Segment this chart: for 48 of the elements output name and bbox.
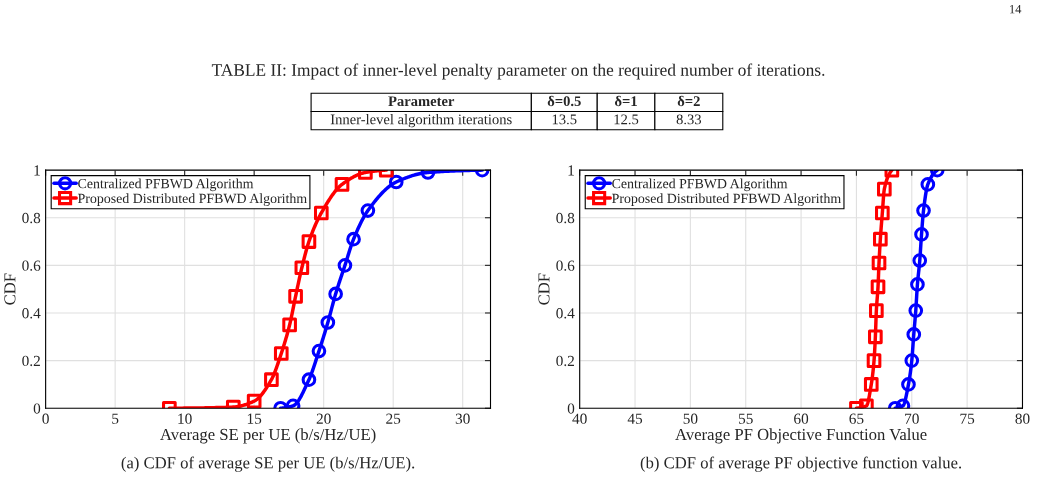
text: 13.5 xyxy=(552,114,577,125)
x-tick-label: 50 xyxy=(683,413,698,424)
x-axis-title: Average SE per UE (b/s/Hz/UE) xyxy=(160,428,376,444)
x-axis-title: Average PF Objective Function Value xyxy=(675,428,927,444)
text: δ=1 xyxy=(614,95,637,107)
text: TABLE II: Impact of inner-level penalty parameter on the required number of iterations. xyxy=(211,63,825,80)
x-tick-label: 40 xyxy=(572,413,587,424)
y-tick-label: 0.2 xyxy=(556,355,574,367)
y-tick-label: 0.6 xyxy=(556,260,575,271)
text: Parameter xyxy=(388,96,455,107)
y-tick-label: 1 xyxy=(568,165,574,176)
legend-label: Proposed Distributed PFBWD Algorithm xyxy=(77,193,307,206)
y-tick-label: 0.2 xyxy=(22,355,40,367)
y-tick-label: 0 xyxy=(567,403,575,414)
x-tick-label: 0 xyxy=(42,413,49,424)
x-tick-label: 10 xyxy=(178,413,192,424)
text: Inner-level algorithm iterations xyxy=(330,114,512,128)
legend-label: Centralized PFBWD Algorithm xyxy=(78,178,254,192)
text: (a) CDF of average SE per UE (b/s/Hz/UE). xyxy=(121,456,415,472)
x-tick-label: 80 xyxy=(1015,413,1030,424)
x-tick-label: 25 xyxy=(386,413,401,424)
text: 12.5 xyxy=(614,114,639,125)
y-tick-label: 0 xyxy=(33,403,41,414)
y-axis-title: CDF xyxy=(538,273,550,305)
x-tick-label: 5 xyxy=(112,413,119,424)
x-tick-label: 60 xyxy=(794,413,809,424)
text: δ=0.5 xyxy=(547,95,581,107)
x-tick-label: 30 xyxy=(455,413,470,424)
text: 14 xyxy=(1010,4,1022,14)
y-tick-label: 0.4 xyxy=(556,308,575,319)
y-tick-label: 1 xyxy=(34,165,40,176)
y-tick-label: 0.8 xyxy=(556,212,575,224)
text: δ=2 xyxy=(677,95,700,107)
y-axis-title: CDF xyxy=(4,273,16,305)
x-tick-label: 65 xyxy=(849,413,864,424)
text: (b) CDF of average PF objective function value. xyxy=(640,456,962,472)
y-tick-label: 0.4 xyxy=(22,308,41,319)
x-tick-label: 20 xyxy=(316,413,331,424)
x-tick-label: 15 xyxy=(247,413,262,424)
legend-label: Proposed Distributed PFBWD Algorithm xyxy=(612,193,841,206)
x-tick-label: 45 xyxy=(627,413,643,424)
x-tick-label: 55 xyxy=(738,413,753,424)
legend-label: Centralized PFBWD Algorithm xyxy=(612,178,788,192)
x-tick-label: 75 xyxy=(960,413,975,424)
text: 8.33 xyxy=(676,114,702,125)
x-tick-label: 70 xyxy=(905,413,919,424)
y-tick-label: 0.6 xyxy=(22,260,41,271)
y-tick-label: 0.8 xyxy=(22,212,41,224)
